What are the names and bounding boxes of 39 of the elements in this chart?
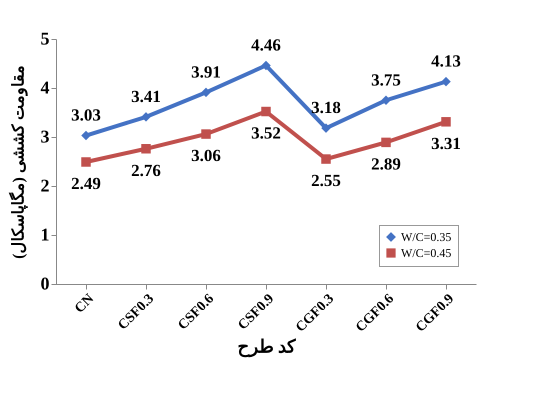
point [441,76,451,86]
point [441,117,451,127]
x-tick-label: CN [72,292,98,316]
data-label: 2.55 [311,171,341,190]
y-tick-label: 5 [40,28,50,48]
point [201,88,211,98]
legend-label: W/C=0.45 [401,246,452,260]
data-label: 3.91 [191,62,221,82]
data-label: 2.89 [371,154,401,174]
data-label: 3.06 [191,146,221,166]
data-label: 4.13 [431,52,461,71]
y-tick-label: 0 [40,274,50,294]
point [381,138,391,148]
point [261,60,271,70]
data-label: 3.03 [71,106,101,125]
y-tick-label: 4 [40,78,50,98]
legend-label: W/C=0.35 [401,230,452,244]
point [81,157,91,167]
data-label: 3.41 [131,86,161,106]
point [201,129,211,139]
y-tick-label: 1 [40,224,50,244]
point [81,130,91,140]
y-tick-label: 2 [40,176,50,196]
point [381,96,391,105]
point [321,154,331,164]
point [141,112,151,122]
point [321,123,331,133]
data-label: 3.75 [371,70,401,90]
data-label: 2.49 [71,174,101,193]
y-tick-label: 3 [40,126,50,146]
data-label: 3.18 [311,98,341,118]
x-axis-title: کد طرح [237,336,296,358]
y-axis-title: مقاومت کششی (مگاپاسکال) [8,65,28,259]
data-label: 3.52 [251,124,281,143]
point [261,106,271,116]
point [141,144,151,154]
data-label: 4.46 [251,35,281,54]
data-label: 3.31 [431,134,461,153]
data-label: 2.76 [131,160,161,180]
